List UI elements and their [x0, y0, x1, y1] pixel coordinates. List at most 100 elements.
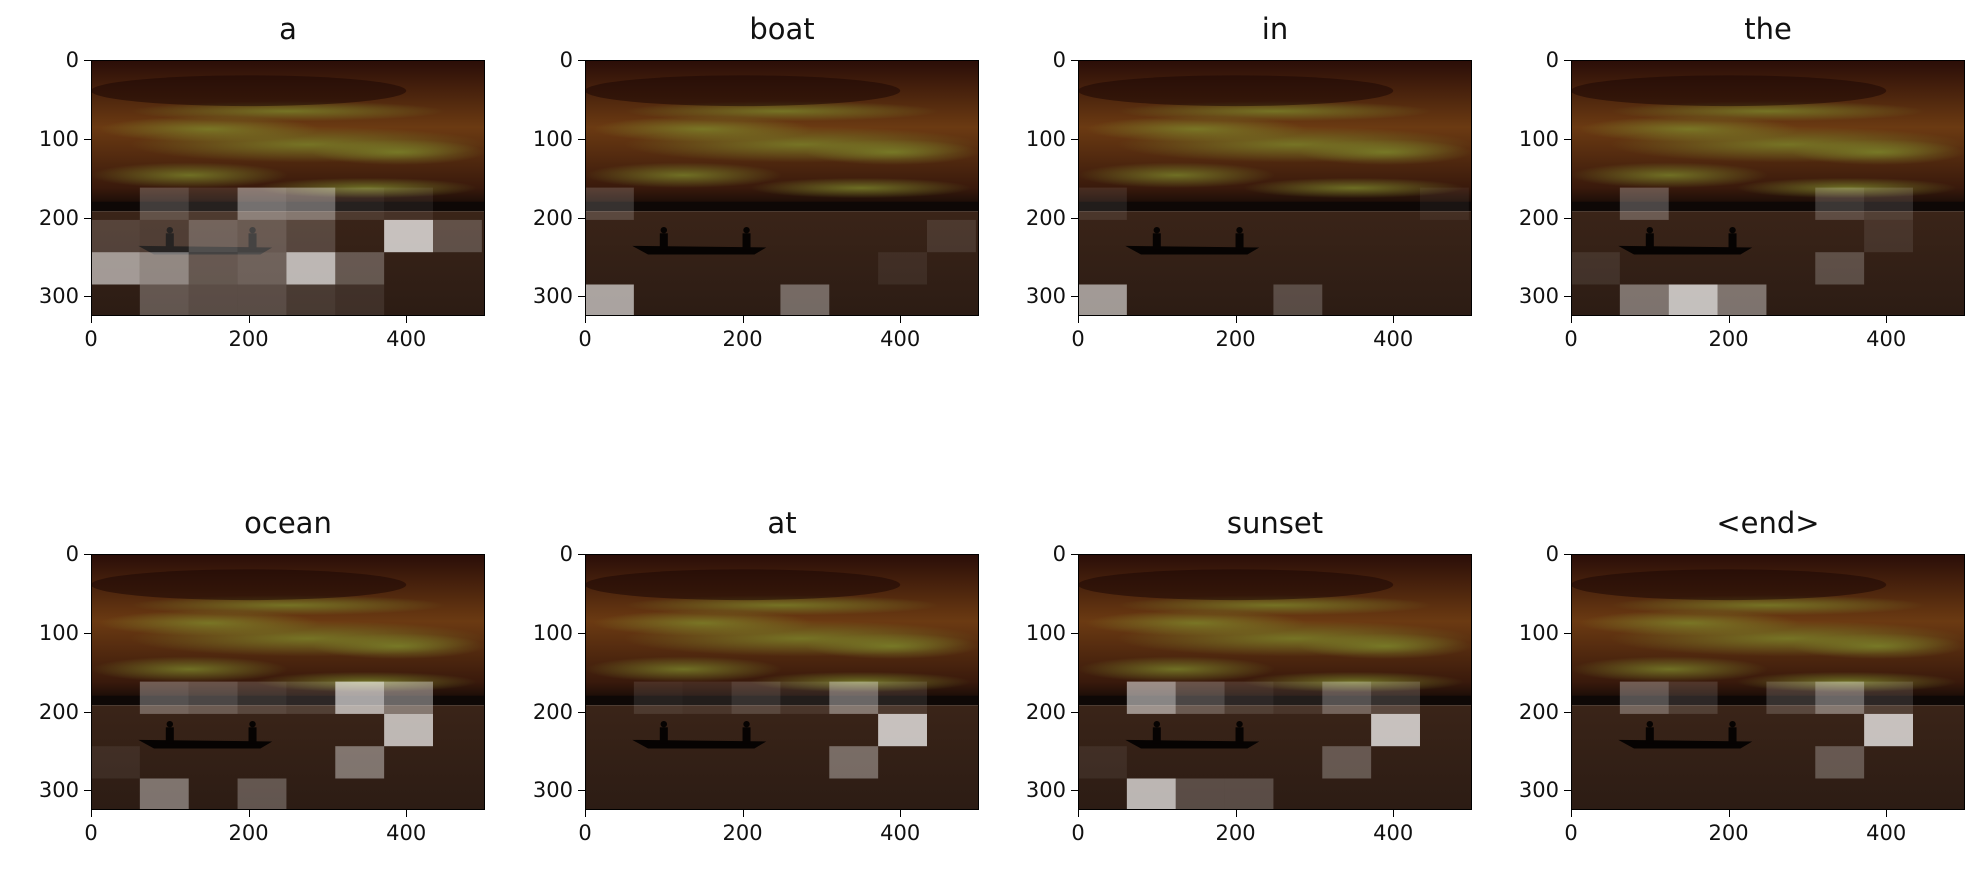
x-tick-mark — [900, 810, 902, 817]
panel-at: at 0 100 200 300 0 200 400 — [533, 506, 979, 845]
y-tick-label: 100 — [532, 620, 573, 645]
y-tick-mark — [578, 138, 585, 140]
y-tick-mark — [1564, 296, 1571, 298]
attention-cell — [237, 681, 287, 714]
attention-cell — [585, 284, 634, 316]
y-tick-mark — [84, 790, 91, 792]
boat-silhouette — [138, 226, 273, 255]
attention-cell — [1571, 252, 1620, 285]
attention-cell — [1175, 778, 1225, 810]
panel-ocean: ocean 0 100 200 300 0 200 400 — [39, 506, 485, 845]
attention-cell — [1766, 681, 1816, 714]
boat-silhouette — [1618, 720, 1753, 749]
attention-cell — [731, 681, 781, 714]
attention-cell — [139, 284, 189, 316]
panel-title: a — [279, 12, 297, 46]
attention-cell — [1864, 219, 1913, 253]
y-tick-label: 100 — [532, 126, 573, 151]
attention-cell — [1668, 681, 1718, 714]
attention-overlay — [1571, 187, 1913, 316]
x-tick-mark — [585, 810, 586, 817]
panel-end: <end> 0 100 200 300 0 200 400 — [1519, 506, 1965, 845]
sunset-image-svg — [1571, 60, 1965, 316]
y-tick-mark — [84, 138, 91, 140]
panel-title: sunset — [1226, 506, 1324, 540]
attention-cell — [682, 681, 732, 714]
y-tick-label: 300 — [1025, 778, 1066, 803]
attention-cell — [1224, 778, 1274, 810]
panel-boat: boat 0 100 200 300 0 200 400 — [533, 12, 979, 351]
attention-cell — [780, 681, 830, 714]
y-tick-mark — [1564, 790, 1571, 792]
y-tick-mark — [1071, 60, 1078, 61]
x-tick-mark — [1078, 316, 1079, 323]
sunset-image-svg — [1078, 554, 1472, 810]
y-tick-label: 200 — [532, 699, 573, 724]
panel-in: in 0 100 200 300 0 200 400 — [1026, 12, 1472, 351]
x-tick-mark — [742, 316, 744, 323]
attention-cell — [91, 252, 140, 285]
attention-cell — [286, 219, 336, 253]
panel-title: in — [1261, 12, 1289, 46]
y-tick-label: 0 — [559, 542, 573, 566]
attention-overlay — [91, 681, 433, 810]
attention-cell — [335, 681, 385, 714]
plot-area: 0 100 200 300 0 200 400 — [1026, 48, 1472, 351]
attention-cell — [1078, 187, 1127, 220]
y-tick-label: 100 — [1025, 620, 1066, 645]
y-tick-label: 300 — [38, 284, 79, 309]
sunset-image-svg — [91, 554, 485, 810]
attention-cell — [384, 681, 433, 714]
attention-cell — [335, 187, 385, 220]
x-tick-label: 200 — [1215, 821, 1256, 845]
x-tick-label: 400 — [880, 821, 921, 845]
y-tick-label: 200 — [1518, 699, 1559, 724]
attention-cell — [384, 187, 433, 220]
attention-overlay — [1619, 681, 1913, 779]
y-tick-mark — [84, 711, 91, 713]
attention-cell — [188, 219, 238, 253]
x-tick-mark — [1235, 316, 1237, 323]
attention-cell — [878, 252, 927, 285]
horizon-line — [1571, 201, 1965, 212]
boat-silhouette — [1125, 226, 1260, 255]
attention-cell — [926, 219, 976, 253]
y-tick-label: 0 — [1052, 48, 1066, 72]
y-tick-mark — [578, 296, 585, 298]
attention-cell — [1864, 187, 1913, 220]
water-region — [1571, 211, 1965, 316]
attention-cell — [1273, 284, 1323, 316]
y-tick-label: 200 — [38, 699, 79, 724]
horizon-line — [585, 695, 979, 706]
x-tick-mark — [406, 316, 408, 323]
y-tick-mark — [84, 554, 91, 555]
x-tick-mark — [900, 316, 902, 323]
attention-cell — [1668, 284, 1718, 316]
attention-cell — [1175, 681, 1225, 714]
y-tick-label: 0 — [559, 48, 573, 72]
attention-cell — [1815, 681, 1865, 714]
y-tick-label: 300 — [532, 778, 573, 803]
y-tick-mark — [1071, 632, 1078, 634]
attention-overlay — [91, 187, 482, 316]
plot-area: 0 100 200 300 0 200 400 — [39, 542, 485, 845]
panel-title: boat — [749, 12, 815, 46]
attention-cell — [139, 219, 189, 253]
y-tick-label: 200 — [1025, 699, 1066, 724]
horizon-line — [91, 695, 485, 706]
attention-cell — [188, 284, 238, 316]
y-tick-mark — [1071, 790, 1078, 792]
x-tick-mark — [91, 810, 92, 817]
attention-cell — [1815, 187, 1865, 220]
sunset-image-svg — [91, 60, 485, 316]
y-tick-mark — [84, 60, 91, 61]
y-tick-label: 300 — [1025, 284, 1066, 309]
x-tick-mark — [1393, 316, 1395, 323]
y-tick-label: 300 — [1518, 778, 1559, 803]
attention-cell — [139, 778, 189, 810]
plot-area: 0 100 200 300 0 200 400 — [1519, 542, 1965, 845]
x-tick-label: 200 — [228, 821, 269, 845]
horizon-line — [585, 201, 979, 212]
attention-cell — [1126, 778, 1176, 810]
x-tick-label: 400 — [880, 327, 921, 351]
